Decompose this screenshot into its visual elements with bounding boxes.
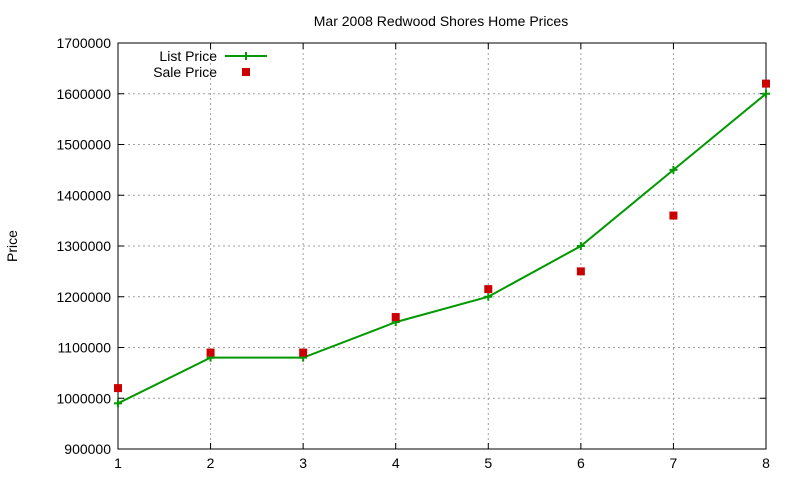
sale-price-point — [206, 348, 215, 357]
x-tick-label: 5 — [484, 455, 492, 471]
sale-price-series — [114, 79, 770, 393]
x-tick-label: 7 — [670, 455, 678, 471]
tick-layer: 900000 1000000 1100000 1200000 1300000 140000… — [56, 35, 770, 471]
legend-label: List Price — [159, 48, 217, 64]
sale-price-point — [299, 348, 308, 357]
list-price-point — [762, 89, 770, 98]
series-layer — [114, 79, 770, 408]
y-tick-label: 1400000 — [56, 187, 111, 203]
x-tick-label: 8 — [762, 455, 770, 471]
plot-frame — [117, 42, 767, 450]
y-axis-label: Price — [4, 230, 20, 262]
legend-label: Sale Price — [153, 64, 217, 80]
y-tick-label: 1000000 — [56, 390, 111, 406]
list-price-line — [117, 92, 767, 405]
list-price-point — [484, 292, 493, 301]
x-tick-label: 4 — [392, 455, 400, 471]
x-tick-label: 2 — [207, 455, 215, 471]
legend-marker — [242, 68, 250, 76]
sale-price-point — [484, 285, 493, 294]
y-tick-label: 1200000 — [56, 289, 111, 305]
legend-item-list-price: List Price — [159, 48, 267, 64]
list-price-point — [669, 165, 678, 174]
chart-title: Mar 2008 Redwood Shores Home Prices — [314, 13, 568, 29]
list-price-series — [114, 89, 770, 408]
y-tick-label: 1300000 — [56, 238, 111, 254]
sale-price-point — [114, 384, 122, 393]
list-price-point — [576, 242, 585, 250]
x-tick-label: 3 — [299, 455, 307, 471]
y-tick-label: 1500000 — [56, 137, 111, 153]
y-tick-label: 900000 — [64, 441, 111, 457]
y-tick-label: 1700000 — [56, 35, 111, 51]
sale-price-point — [576, 267, 585, 276]
x-tick-label: 6 — [577, 455, 585, 471]
sale-price-point — [391, 313, 400, 322]
grid-layer — [118, 43, 766, 449]
sale-price-point — [669, 211, 678, 220]
sale-price-point — [762, 79, 770, 88]
list-price-point — [114, 399, 122, 408]
legend-marker — [242, 52, 250, 60]
y-tick-label: 1600000 — [56, 86, 111, 102]
legend-item-sale-price: Sale Price — [153, 64, 250, 80]
y-tick-label: 1100000 — [58, 340, 112, 356]
x-tick-label: 1 — [114, 455, 122, 471]
